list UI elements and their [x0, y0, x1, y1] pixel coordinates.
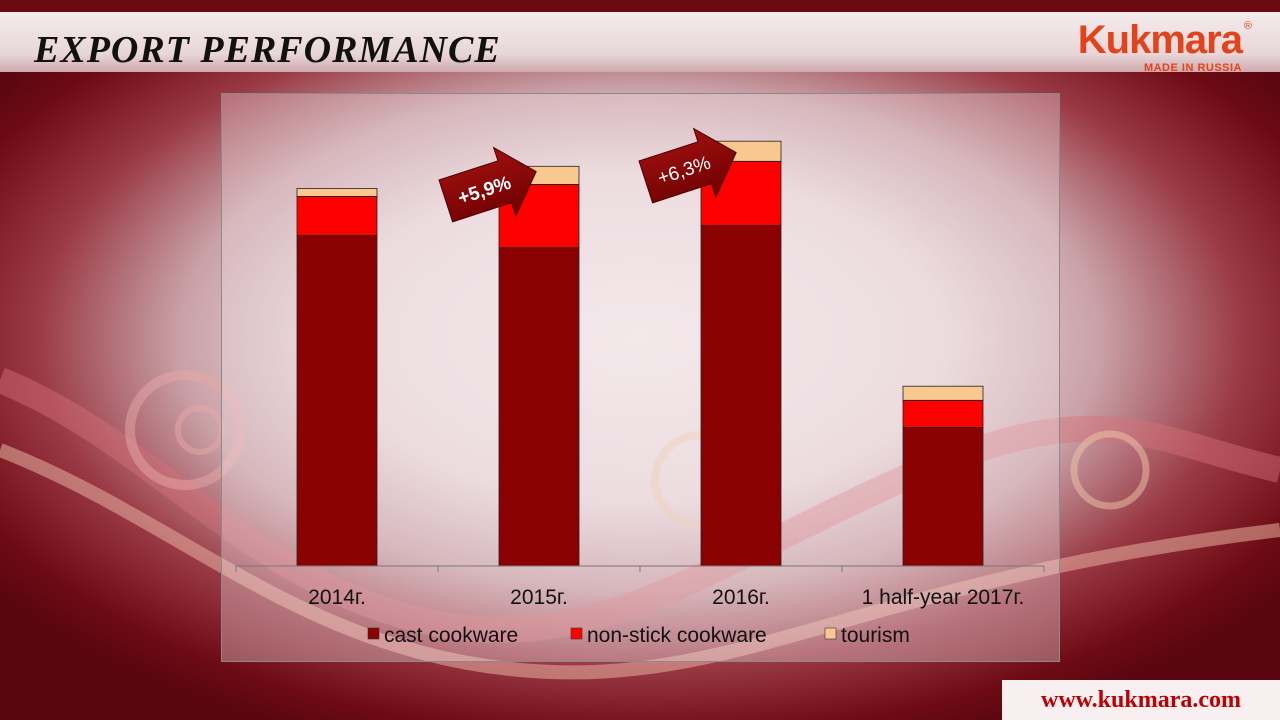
legend-swatch-cast-cookware — [367, 627, 380, 640]
bar-non-stick-cookware-3 — [902, 399, 984, 428]
x-tick-label-2015: 2015г. — [510, 586, 568, 609]
bar-cast-cookware-2 — [700, 225, 782, 567]
page-title: EXPORT PERFORMANCE — [34, 29, 501, 71]
x-axis-tick-labels: 2014г. 2015г. 2016г. 1 half-year 2017г. — [308, 586, 1024, 609]
legend-swatch-tourism — [824, 627, 837, 640]
stacked-bar-chart: 2014г. 2015г. 2016г. 1 half-year 2017г. … — [235, 127, 1045, 647]
logo-wordmark: Kukmara — [1077, 18, 1243, 62]
x-tick-label-2014: 2014г. — [308, 586, 366, 609]
bar-tourism-3 — [902, 385, 984, 401]
legend-label-tourism: tourism — [841, 624, 910, 647]
bar-cast-cookware-0 — [296, 235, 378, 567]
logo-registered-mark: ® — [1243, 20, 1252, 32]
x-tick-label-2016: 2016г. — [712, 586, 770, 609]
bar-cast-cookware-1 — [498, 247, 580, 567]
growth-arrow-2015: +5,9% — [438, 146, 537, 223]
bars-layer — [296, 140, 984, 567]
x-axis-ticks — [235, 566, 1045, 572]
bar-tourism-0 — [296, 188, 378, 197]
chart-panel: 2014г. 2015г. 2016г. 1 half-year 2017г. … — [221, 93, 1060, 662]
x-tick-label-2017-half: 1 half-year 2017г. — [862, 586, 1025, 609]
kukmara-logo: Kukmara ® MADE IN RUSSIA — [1077, 18, 1252, 74]
bar-non-stick-cookware-0 — [296, 196, 378, 237]
chart-legend: cast cookware non-stick cookware tourism — [367, 624, 910, 647]
growth-arrow-2016: +6,3% — [638, 127, 737, 204]
title-bar: EXPORT PERFORMANCE Kukmara ® MADE IN RUS… — [0, 0, 1280, 74]
legend-label-non-stick-cookware: non-stick cookware — [587, 624, 767, 647]
bar-cast-cookware-3 — [902, 426, 984, 567]
legend-swatch-non-stick-cookware — [570, 627, 583, 640]
website-url[interactable]: www.kukmara.com — [1002, 680, 1280, 720]
logo-tagline: MADE IN RUSSIA — [1143, 62, 1242, 74]
legend-label-cast-cookware: cast cookware — [384, 624, 518, 647]
